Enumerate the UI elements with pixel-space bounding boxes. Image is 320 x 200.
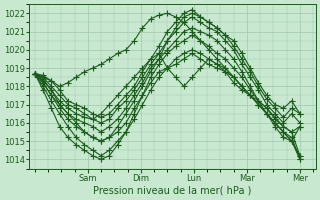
X-axis label: Pression niveau de la mer( hPa ): Pression niveau de la mer( hPa ) [93, 186, 252, 196]
